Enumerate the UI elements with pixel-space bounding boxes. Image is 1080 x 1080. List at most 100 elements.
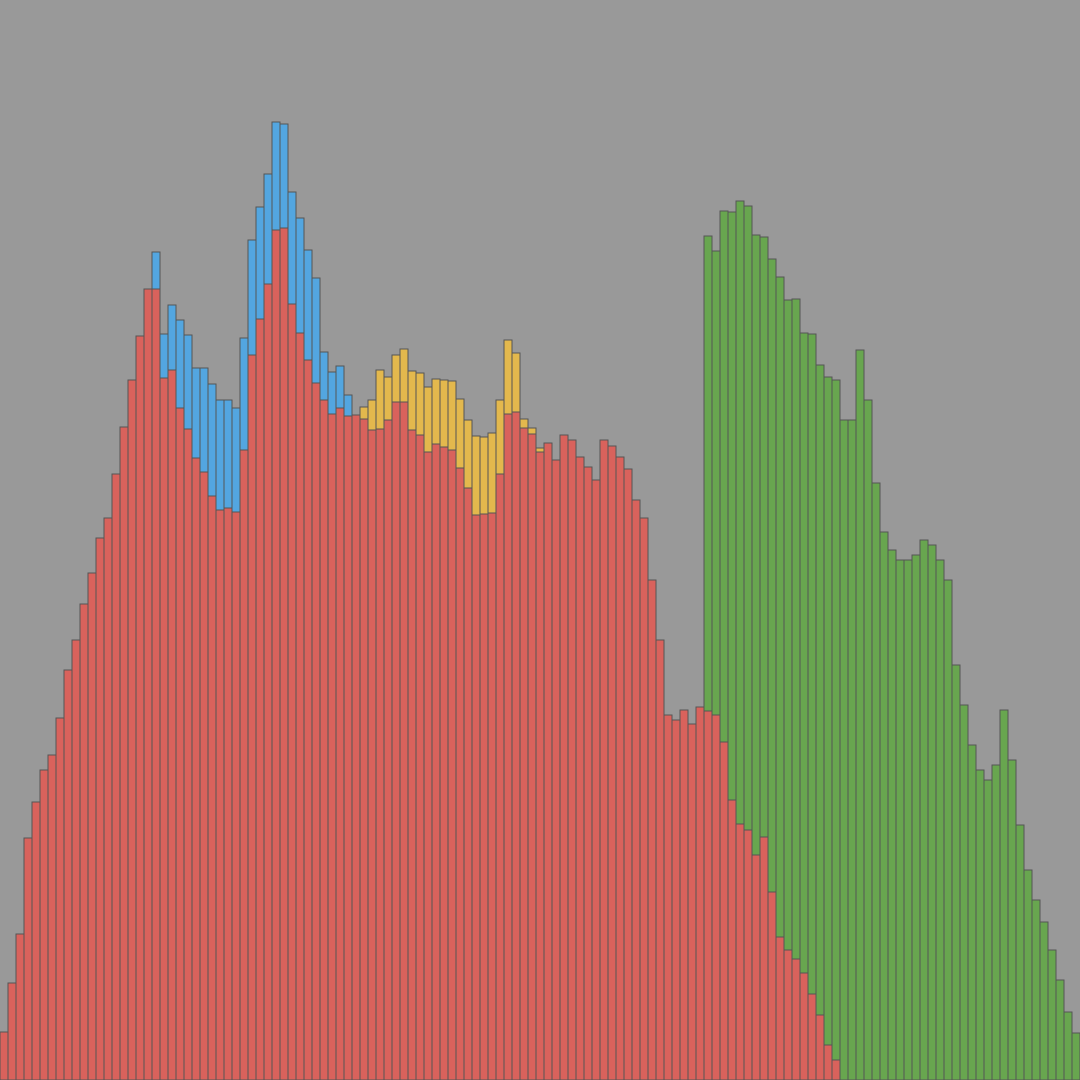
histogram-bar-series-1-bin-98 (775, 936, 785, 1080)
histogram-bar-series-2-bin-37 (287, 191, 297, 305)
histogram-bar-series-3-bin-64 (503, 339, 513, 415)
histogram-bar-series-2-bin-29 (223, 399, 233, 509)
histogram-bar-series-4-bin-112 (887, 549, 897, 1080)
histogram-bar-series-3-bin-46 (359, 406, 369, 420)
histogram-bar-series-1-bin-71 (559, 434, 569, 1080)
histogram-bar-series-1-bin-90 (711, 714, 721, 1080)
histogram-bar-series-4-bin-116 (919, 539, 929, 1080)
histogram-bar-series-1-bin-54 (423, 451, 433, 1080)
histogram-bar-series-1-bin-6 (39, 769, 49, 1080)
histogram-bar-series-2-bin-25 (191, 367, 201, 459)
histogram-bar-series-1-bin-82 (647, 579, 657, 1080)
histogram-bar-series-3-bin-57 (447, 380, 457, 451)
histogram-bar-series-4-bin-119 (943, 579, 953, 1080)
histogram-bar-series-4-bin-132 (1047, 949, 1057, 1080)
histogram-bar-series-2-bin-42 (327, 371, 337, 415)
histogram-bar-series-1-bin-2 (7, 982, 17, 1080)
histogram-bar-series-2-bin-39 (303, 249, 313, 361)
histogram-bar-series-4-bin-99 (783, 299, 793, 951)
histogram-bar-series-1-bin-25 (191, 457, 201, 1080)
histogram-bar-series-2-bin-44 (343, 394, 353, 417)
histogram-bar-series-1-bin-89 (703, 710, 713, 1080)
histogram-bar-series-1-bin-87 (687, 723, 697, 1080)
histogram-bar-series-2-bin-21 (159, 333, 169, 379)
histogram-bar-series-4-bin-125 (991, 764, 1001, 1080)
histogram-bar-series-1-bin-3 (15, 933, 25, 1080)
histogram-bar-series-1-bin-92 (727, 799, 737, 1080)
histogram-bar-series-1-bin-16 (119, 426, 129, 1080)
histogram-bar-series-2-bin-23 (175, 319, 185, 409)
histogram-bar-series-1-bin-103 (815, 1014, 825, 1080)
histogram-bar-series-1-bin-53 (415, 434, 425, 1080)
histogram-bar-series-4-bin-129 (1023, 869, 1033, 1080)
histogram-bar-series-4-bin-98 (775, 276, 785, 938)
histogram-bar-series-4-bin-105 (831, 379, 841, 1061)
histogram-bar-series-1-bin-12 (87, 572, 97, 1080)
histogram-bar-series-1-bin-56 (439, 446, 449, 1080)
histogram-bar-series-1-bin-41 (319, 399, 329, 1080)
histogram-bar-series-3-bin-68 (535, 447, 545, 453)
histogram-bar-series-4-bin-92 (727, 211, 737, 801)
histogram-bar-series-1-bin-50 (391, 401, 401, 1080)
histogram-bar-series-4-bin-128 (1015, 824, 1025, 1080)
histogram-bar-series-1-bin-29 (223, 507, 233, 1080)
histogram-bar-series-1-bin-23 (175, 407, 185, 1080)
histogram-bar-series-4-bin-135 (1071, 1032, 1080, 1080)
histogram-bar-series-4-bin-102 (807, 333, 817, 995)
histogram-bar-series-1-bin-31 (239, 449, 249, 1080)
histogram-bar-series-3-bin-50 (391, 354, 401, 403)
histogram-bar-series-4-bin-124 (983, 779, 993, 1080)
histogram-bar-series-1-bin-48 (375, 428, 385, 1080)
histogram-bar-series-1-bin-42 (327, 413, 337, 1080)
histogram-bar-series-1-bin-67 (527, 433, 537, 1080)
histogram-bar-series-1-bin-51 (399, 401, 409, 1080)
histogram-bar-series-1-bin-33 (255, 318, 265, 1080)
histogram-bar-series-1-bin-85 (671, 719, 681, 1080)
histogram-bar-series-1-bin-78 (615, 456, 625, 1080)
histogram-bar-series-3-bin-52 (407, 370, 417, 431)
histogram-bar-series-1-bin-68 (535, 451, 545, 1080)
histogram-bar-series-4-bin-108 (855, 349, 865, 1080)
histogram-bar-series-1-bin-76 (599, 439, 609, 1080)
histogram-bar-series-1-bin-69 (543, 442, 553, 1080)
histogram-bar-series-4-bin-121 (959, 704, 969, 1080)
histogram-bar-series-4-bin-115 (911, 554, 921, 1080)
histogram-bar-series-1-bin-28 (215, 509, 225, 1080)
histogram-bar-series-3-bin-56 (439, 379, 449, 448)
histogram-bar-series-1-bin-99 (783, 949, 793, 1080)
histogram-bar-series-1-bin-93 (735, 823, 745, 1080)
histogram-bar-series-1-bin-5 (31, 801, 41, 1080)
histogram-bar-series-1-bin-83 (655, 639, 665, 1080)
histogram-bar-series-1-bin-21 (159, 377, 169, 1080)
histogram-bar-series-1-bin-84 (663, 714, 673, 1080)
histogram-bar-series-1-bin-11 (79, 603, 89, 1080)
histogram-bar-series-1-bin-14 (103, 517, 113, 1080)
histogram-bar-series-2-bin-30 (231, 407, 241, 513)
histogram-bar-series-1-bin-44 (343, 415, 353, 1080)
histogram-bar-series-1-bin-79 (623, 468, 633, 1080)
histogram-bar-series-2-bin-35 (271, 121, 281, 231)
histogram-bar-series-1-bin-47 (367, 429, 377, 1080)
histogram-bar-series-3-bin-54 (423, 386, 433, 453)
histogram-bar-series-4-bin-113 (895, 559, 905, 1080)
histogram-bar-series-3-bin-60 (471, 435, 481, 516)
histogram-bar-series-3-bin-58 (455, 398, 465, 469)
histogram-bar-series-2-bin-24 (183, 334, 193, 430)
histogram-bar-series-1-bin-62 (487, 512, 497, 1080)
histogram-bar-series-1-bin-101 (799, 972, 809, 1080)
histogram-bar-series-1-bin-10 (71, 639, 81, 1080)
histogram-bar-series-1-bin-52 (407, 429, 417, 1080)
histogram-bar-series-1-bin-104 (823, 1044, 833, 1080)
histogram-bar-series-2-bin-22 (167, 304, 177, 371)
histogram-bar-series-4-bin-90 (711, 250, 721, 716)
histogram-bar-series-4-bin-96 (759, 236, 769, 838)
histogram-bar-series-1-bin-36 (279, 227, 289, 1080)
histogram-bar-series-3-bin-55 (431, 378, 441, 445)
histogram-bar-series-1-bin-59 (463, 487, 473, 1080)
histogram-bar-series-1-bin-94 (743, 829, 753, 1080)
histogram-bar-series-1-bin-46 (359, 418, 369, 1080)
histogram-bar-series-1-bin-19 (143, 288, 153, 1080)
histogram-bar-series-1-bin-105 (831, 1059, 841, 1080)
